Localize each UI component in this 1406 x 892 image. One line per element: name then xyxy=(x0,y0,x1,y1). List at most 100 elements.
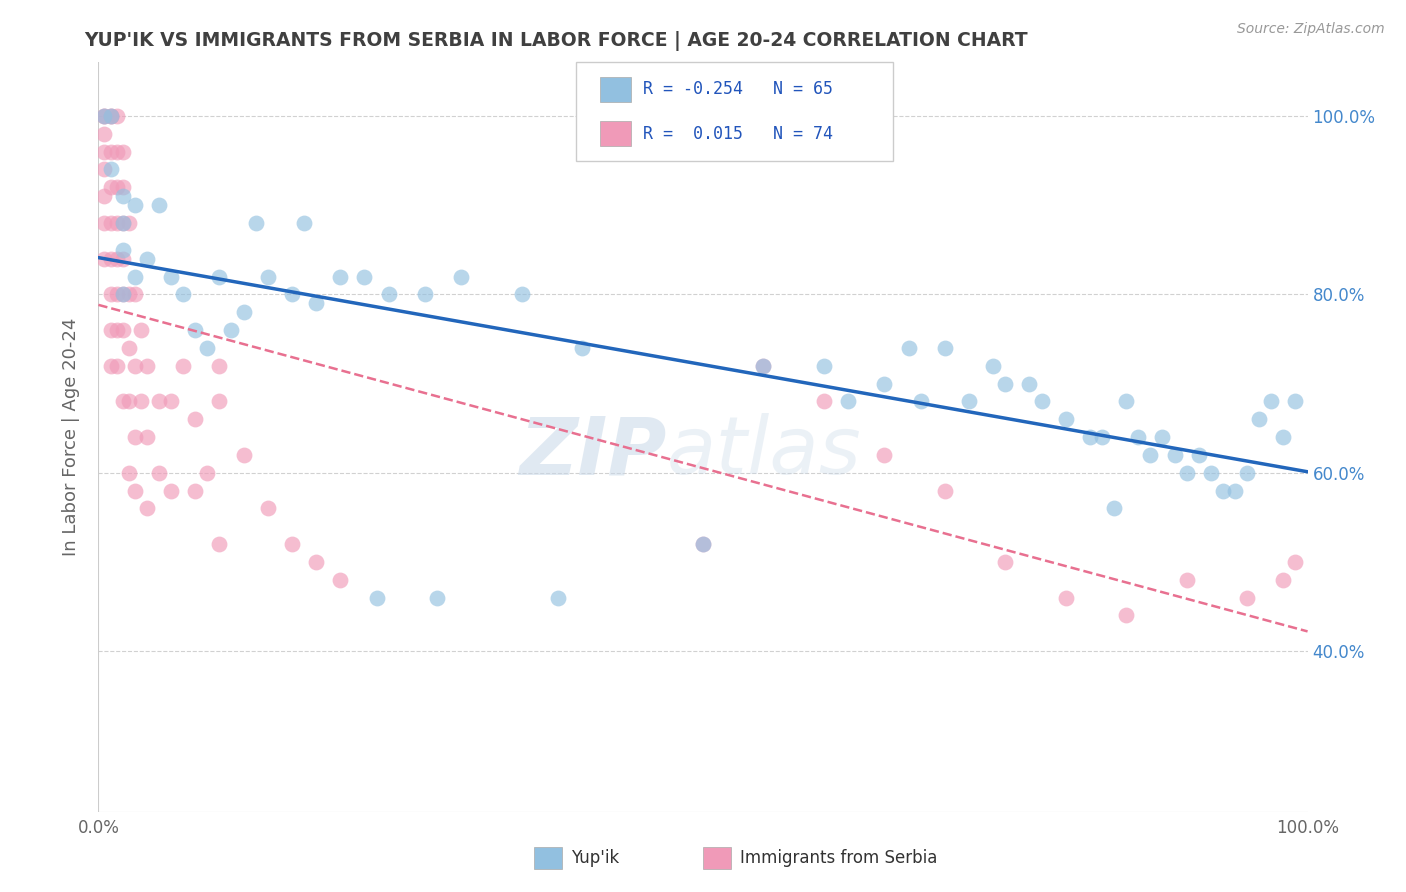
Point xyxy=(100,359,122,373)
Point xyxy=(124,430,146,444)
Point xyxy=(232,305,254,319)
Point xyxy=(111,394,134,409)
Point xyxy=(111,252,134,266)
Point xyxy=(1078,430,1101,444)
Point xyxy=(329,573,352,587)
Point xyxy=(111,243,134,257)
Point xyxy=(981,359,1004,373)
Point xyxy=(1139,448,1161,462)
Point xyxy=(118,394,141,409)
Point xyxy=(353,269,375,284)
Point xyxy=(1175,466,1198,480)
Point xyxy=(1128,430,1150,444)
Point xyxy=(105,287,128,301)
Point xyxy=(208,269,231,284)
Text: Source: ZipAtlas.com: Source: ZipAtlas.com xyxy=(1237,22,1385,37)
Point xyxy=(1054,591,1077,605)
Text: Yup'ik: Yup'ik xyxy=(571,849,619,867)
Point xyxy=(118,341,141,355)
Point xyxy=(305,555,328,569)
Text: R = -0.254   N = 65: R = -0.254 N = 65 xyxy=(643,80,832,98)
Point xyxy=(93,189,115,203)
Point xyxy=(571,341,593,355)
Point xyxy=(100,287,122,301)
Point xyxy=(93,127,115,141)
Point xyxy=(426,591,449,605)
Point xyxy=(994,376,1017,391)
Point xyxy=(172,359,194,373)
Point xyxy=(93,252,115,266)
Point xyxy=(105,359,128,373)
Point xyxy=(93,145,115,159)
Point xyxy=(100,109,122,123)
Text: ZIP: ZIP xyxy=(519,413,666,491)
Point xyxy=(129,394,152,409)
Point xyxy=(752,359,775,373)
Point xyxy=(897,341,920,355)
Point xyxy=(1152,430,1174,444)
Point xyxy=(111,287,134,301)
Point xyxy=(813,394,835,409)
Point xyxy=(184,483,207,498)
Point xyxy=(994,555,1017,569)
Point xyxy=(1236,466,1258,480)
Point xyxy=(135,501,157,516)
Point xyxy=(135,252,157,266)
Point xyxy=(195,341,218,355)
Point xyxy=(281,537,304,551)
Point xyxy=(93,109,115,123)
Y-axis label: In Labor Force | Age 20-24: In Labor Force | Age 20-24 xyxy=(62,318,80,557)
Point xyxy=(1272,430,1295,444)
Point xyxy=(160,394,183,409)
Point xyxy=(208,394,231,409)
Point xyxy=(256,501,278,516)
Point xyxy=(160,483,183,498)
Point xyxy=(184,412,207,426)
Point xyxy=(124,269,146,284)
Text: YUP'IK VS IMMIGRANTS FROM SERBIA IN LABOR FORCE | AGE 20-24 CORRELATION CHART: YUP'IK VS IMMIGRANTS FROM SERBIA IN LABO… xyxy=(84,31,1028,51)
Point xyxy=(692,537,714,551)
Point xyxy=(208,359,231,373)
Point xyxy=(100,180,122,194)
Point xyxy=(1163,448,1185,462)
Text: R =  0.015   N = 74: R = 0.015 N = 74 xyxy=(643,125,832,143)
Point xyxy=(1223,483,1246,498)
Point xyxy=(105,252,128,266)
Point xyxy=(105,323,128,337)
Point xyxy=(305,296,328,310)
Point xyxy=(366,591,388,605)
Point xyxy=(105,109,128,123)
Point xyxy=(118,287,141,301)
Point xyxy=(100,216,122,230)
Point xyxy=(1102,501,1125,516)
Point xyxy=(1115,608,1137,623)
Point xyxy=(547,591,569,605)
Point xyxy=(100,162,122,177)
Point xyxy=(160,269,183,284)
Point xyxy=(256,269,278,284)
Point xyxy=(1091,430,1114,444)
Point xyxy=(100,323,122,337)
Point xyxy=(450,269,472,284)
Point xyxy=(111,189,134,203)
Point xyxy=(752,359,775,373)
Point xyxy=(1018,376,1040,391)
Point xyxy=(111,216,134,230)
Point xyxy=(129,323,152,337)
Point xyxy=(100,109,122,123)
Text: atlas: atlas xyxy=(666,413,862,491)
Point xyxy=(124,287,146,301)
Point xyxy=(1260,394,1282,409)
Point xyxy=(329,269,352,284)
Point xyxy=(934,483,956,498)
Point xyxy=(118,216,141,230)
Point xyxy=(124,483,146,498)
Point xyxy=(111,287,134,301)
Point xyxy=(93,216,115,230)
Point xyxy=(93,162,115,177)
Point xyxy=(837,394,859,409)
Point xyxy=(111,323,134,337)
Point xyxy=(934,341,956,355)
Point xyxy=(232,448,254,462)
Point xyxy=(93,109,115,123)
